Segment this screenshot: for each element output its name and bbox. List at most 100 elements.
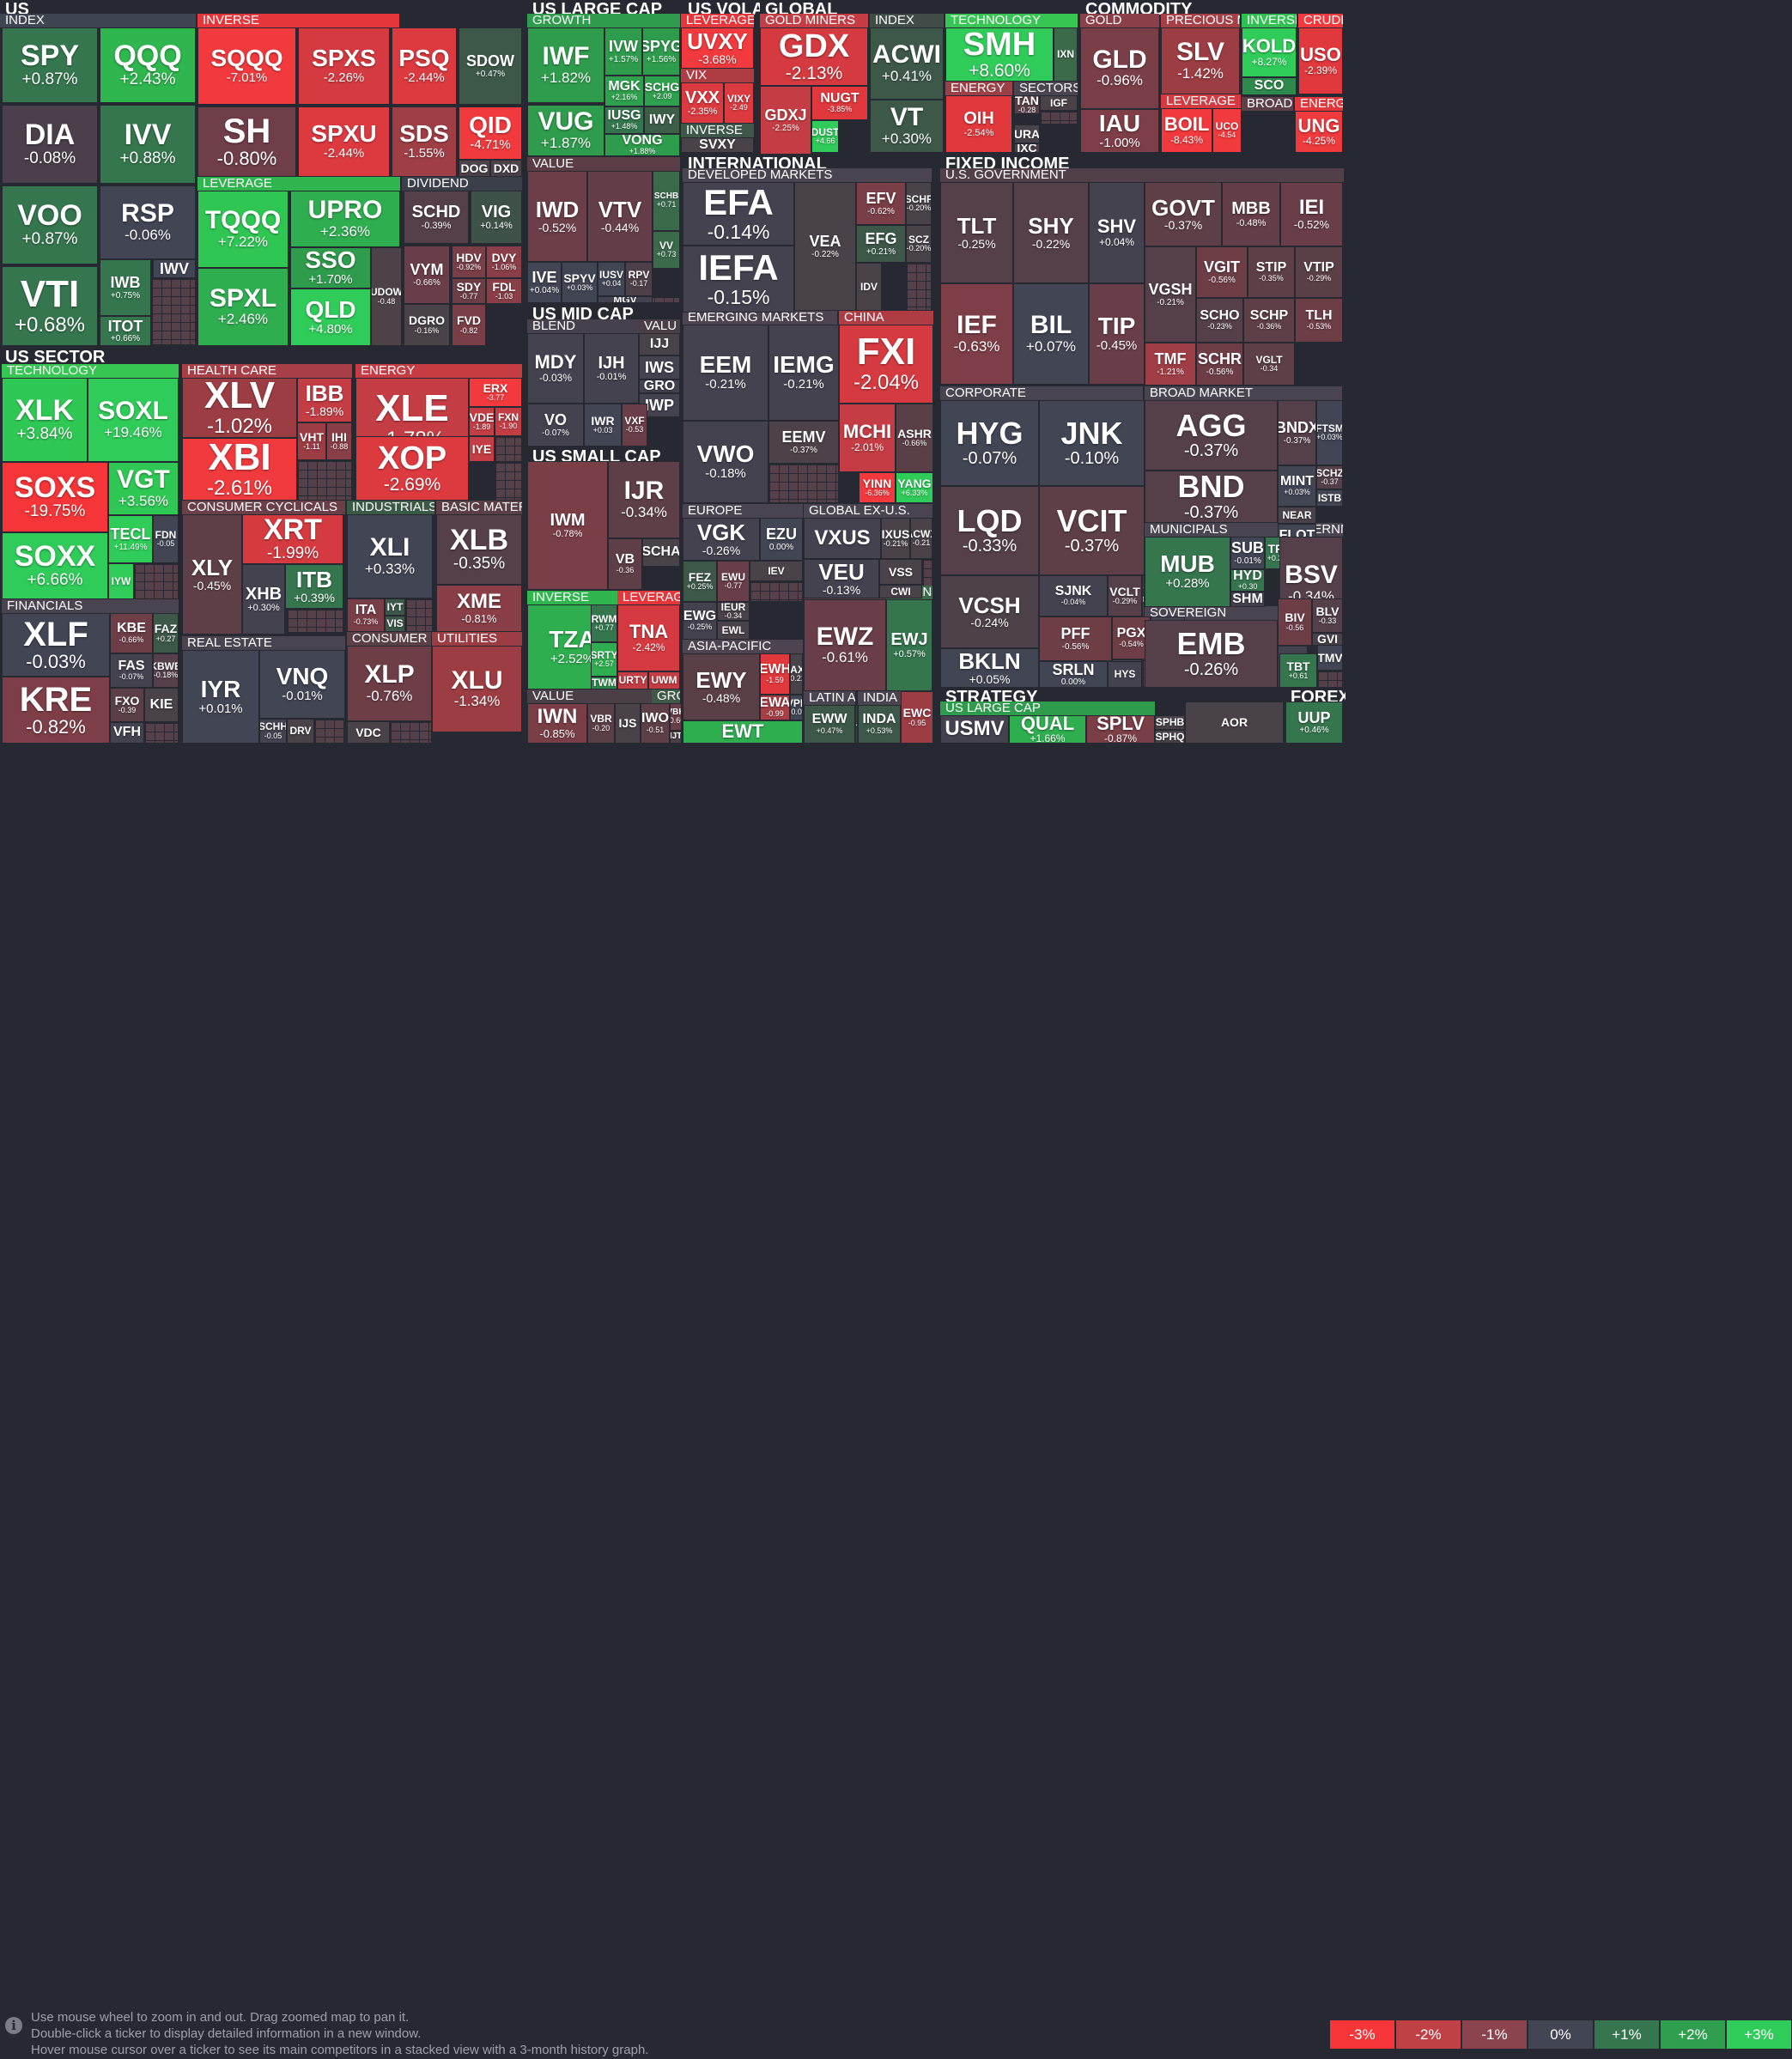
ticker-tile-sdy[interactable]: SDY -0.77 bbox=[452, 278, 486, 304]
ticker-tile-qld[interactable]: QLD +4.80% bbox=[290, 289, 371, 346]
ticker-tile-yang[interactable]: YANG +6.33% bbox=[896, 472, 933, 503]
ticker-tile-xli[interactable]: XLI +0.33% bbox=[347, 514, 433, 598]
ticker-tile-iwm[interactable]: IWM -0.78% bbox=[527, 461, 608, 590]
ticker-tile-fdl[interactable]: FDL -1.03 bbox=[486, 278, 522, 304]
ticker-tile-vss[interactable]: VSS bbox=[879, 559, 922, 585]
ticker-tile-hdv[interactable]: HDV -0.92% bbox=[452, 246, 486, 278]
ticker-tile-eemv[interactable]: EEMV -0.37% bbox=[768, 421, 839, 464]
ticker-tile-vig[interactable]: VIG +0.14% bbox=[471, 191, 522, 244]
ticker-tile-vong[interactable]: VONG +1.88% bbox=[604, 134, 680, 156]
ticker-tile-ezu[interactable]: EZU 0.00% bbox=[760, 518, 803, 561]
ticker-tile-sds[interactable]: SDS -1.55% bbox=[392, 106, 457, 177]
ticker-tile-ivw[interactable]: IVW +1.57% bbox=[604, 27, 642, 76]
ticker-tile-vglt[interactable]: VGLT -0.34 bbox=[1243, 343, 1295, 386]
ticker-tile-vclt[interactable]: VCLT -0.29% bbox=[1108, 575, 1142, 616]
ticker-tile-mint[interactable]: MINT +0.03% bbox=[1278, 465, 1316, 507]
ticker-tile-kold[interactable]: KOLD +8.27% bbox=[1242, 27, 1297, 77]
ticker-tile-soxx[interactable]: SOXX +6.66% bbox=[2, 532, 108, 599]
ticker-tile-sdow[interactable]: SDOW +0.47% bbox=[459, 27, 522, 105]
ticker-tile-veu[interactable]: VEU -0.13% bbox=[804, 559, 879, 598]
ticker-tile-istb[interactable]: ISTB bbox=[1316, 489, 1343, 507]
ticker-tile-fxi[interactable]: FXI -2.04% bbox=[839, 325, 933, 404]
ticker-tile-shyg[interactable]: SHYG-0.03% bbox=[1142, 575, 1145, 616]
ticker-tile-ief[interactable]: IEF -0.63% bbox=[940, 283, 1013, 385]
ticker-tile-faz[interactable]: FAZ +0.27 bbox=[153, 613, 179, 653]
ticker-tile-jnk[interactable]: JNK -0.10% bbox=[1039, 400, 1145, 486]
ticker-tile-tlh[interactable]: TLH -0.53% bbox=[1295, 298, 1343, 343]
ticker-tile-mchi[interactable]: MCHI -2.01% bbox=[839, 404, 896, 472]
ticker-tile-ive[interactable]: IVE +0.04% bbox=[527, 262, 562, 303]
ticker-tile-ixn[interactable]: IXN bbox=[1054, 27, 1078, 82]
ticker-tile-schr[interactable]: SCHR -0.56% bbox=[1196, 343, 1243, 386]
ticker-tile-shm[interactable]: SHM bbox=[1230, 592, 1265, 607]
ticker-tile-ilf[interactable]: ILF bbox=[855, 705, 858, 744]
ticker-tile-qual[interactable]: QUAL +1.66% bbox=[1009, 715, 1086, 744]
ticker-tile-srty[interactable]: SRTY +2.57 bbox=[591, 642, 617, 677]
ticker-tile-idv[interactable]: IDV bbox=[856, 263, 882, 311]
ticker-tile-fdn[interactable]: FDN -0.05 bbox=[153, 515, 179, 563]
ticker-tile-vde[interactable]: VDE -1.89 bbox=[469, 407, 495, 436]
ticker-tile-vgit[interactable]: VGIT -0.56% bbox=[1196, 246, 1248, 298]
ticker-tile-ashr[interactable]: ASHR -0.66% bbox=[896, 404, 933, 472]
ticker-tile-vbr[interactable]: VBR -0.20 bbox=[587, 703, 615, 744]
ticker-tile-emb[interactable]: EMB -0.26% bbox=[1145, 620, 1278, 688]
ticker-tile-sh[interactable]: SH -0.80% bbox=[197, 106, 296, 177]
ticker-tile-ung[interactable]: UNG -4.25% bbox=[1295, 111, 1343, 153]
ticker-tile-iefa[interactable]: IEFA -0.15% bbox=[683, 246, 794, 313]
ticker-tile-iwb[interactable]: IWB +0.75% bbox=[100, 259, 151, 316]
ticker-tile-ieur[interactable]: IEUR -0.34 bbox=[717, 602, 750, 621]
ticker-tile-spxs[interactable]: SPXS -2.26% bbox=[298, 27, 390, 105]
ticker-tile-ewt[interactable]: EWT bbox=[683, 720, 803, 744]
ticker-tile-xly[interactable]: XLY -0.45% bbox=[182, 514, 242, 635]
ticker-tile-spyg[interactable]: SPYG+1.56% bbox=[642, 27, 680, 76]
ticker-tile-ita[interactable]: ITA -0.73% bbox=[347, 598, 385, 632]
ticker-tile-erx[interactable]: ERX -3.77 bbox=[469, 378, 522, 407]
ticker-tile-drv[interactable]: DRV bbox=[287, 719, 314, 744]
ticker-tile-eem[interactable]: EEM -0.21% bbox=[683, 325, 768, 421]
ticker-tile-iau[interactable]: IAU -1.00% bbox=[1080, 109, 1159, 153]
ticker-tile-vixy[interactable]: VIXY -2.49 bbox=[724, 82, 754, 124]
ticker-tile-iwy[interactable]: IWY bbox=[644, 106, 680, 134]
ticker-tile-udow[interactable]: UDOW -0.48 bbox=[371, 247, 402, 346]
ticker-tile-vtip[interactable]: VTIP -0.29% bbox=[1295, 246, 1343, 298]
ticker-tile-acwx[interactable]: ACWX-0.21 bbox=[910, 518, 932, 559]
ticker-tile-ixus[interactable]: IXUS -0.21% bbox=[881, 518, 910, 559]
ticker-tile-xlu[interactable]: XLU -1.34% bbox=[432, 646, 522, 732]
ticker-tile-bnd[interactable]: BND -0.37% bbox=[1145, 471, 1278, 523]
ticker-tile-pff[interactable]: PFF -0.56% bbox=[1039, 616, 1112, 661]
ticker-tile-ewh[interactable]: EWH -1.59 bbox=[760, 653, 790, 695]
ticker-tile-schz[interactable]: SCHZ -0.37 bbox=[1316, 465, 1343, 489]
ticker-tile-vgsh[interactable]: VGSH -0.21% bbox=[1145, 246, 1196, 343]
ticker-tile-ivv[interactable]: IVV +0.88% bbox=[100, 105, 196, 184]
ticker-tile-tmv[interactable]: TMV bbox=[1317, 645, 1343, 671]
ticker-tile-ijs[interactable]: IJS bbox=[615, 703, 641, 744]
ticker-tile-vcit[interactable]: VCIT -0.37% bbox=[1039, 486, 1145, 575]
ticker-tile-rwm[interactable]: RWM +0.77 bbox=[591, 604, 617, 642]
ticker-tile-xrt[interactable]: XRT -1.99% bbox=[242, 514, 343, 564]
ticker-tile-fas[interactable]: FAS -0.07% bbox=[110, 653, 153, 688]
ticker-tile-vo[interactable]: VO -0.07% bbox=[527, 404, 584, 446]
ticker-tile-vt[interactable]: VT +0.30% bbox=[870, 100, 944, 153]
ticker-tile-vwo[interactable]: VWO -0.18% bbox=[683, 421, 768, 503]
ticker-tile-voo[interactable]: VOO +0.87% bbox=[2, 185, 98, 264]
ticker-tile-biv[interactable]: BIV -0.56 bbox=[1278, 598, 1312, 646]
ticker-tile-vdc[interactable]: VDC bbox=[347, 721, 390, 744]
ticker-tile-xbi[interactable]: XBI -2.61% bbox=[182, 438, 297, 501]
ticker-tile-gdxj[interactable]: GDXJ -2.25% bbox=[760, 86, 811, 155]
ticker-tile-vis[interactable]: VIS bbox=[385, 616, 405, 632]
ticker-tile-inda[interactable]: INDA +0.53% bbox=[858, 705, 901, 744]
ticker-tile-dvy[interactable]: DVY -1.06% bbox=[486, 246, 522, 278]
ticker-tile-tip[interactable]: TIP -0.45% bbox=[1089, 283, 1145, 385]
ticker-tile-iwv[interactable]: IWV bbox=[153, 259, 196, 278]
ticker-tile-iwn[interactable]: IWN -0.85% bbox=[527, 703, 587, 744]
ticker-tile-itot[interactable]: ITOT +0.66% bbox=[100, 316, 151, 346]
ticker-tile-acwi[interactable]: ACWI +0.41% bbox=[870, 27, 944, 100]
ticker-tile-ewj[interactable]: EWJ +0.57% bbox=[886, 599, 932, 691]
ticker-tile-efg[interactable]: EFG +0.21% bbox=[856, 225, 906, 263]
ticker-tile-kie[interactable]: KIE bbox=[144, 688, 179, 722]
ticker-tile-mgk[interactable]: MGK +2.16% bbox=[604, 76, 644, 106]
ticker-tile-fvd[interactable]: FVD -0.82 bbox=[452, 304, 486, 346]
ticker-tile-iyt[interactable]: IYT bbox=[385, 598, 405, 616]
ticker-tile-schp[interactable]: SCHP -0.36% bbox=[1243, 298, 1295, 343]
ticker-tile-ewy[interactable]: EWY -0.48% bbox=[683, 653, 760, 720]
